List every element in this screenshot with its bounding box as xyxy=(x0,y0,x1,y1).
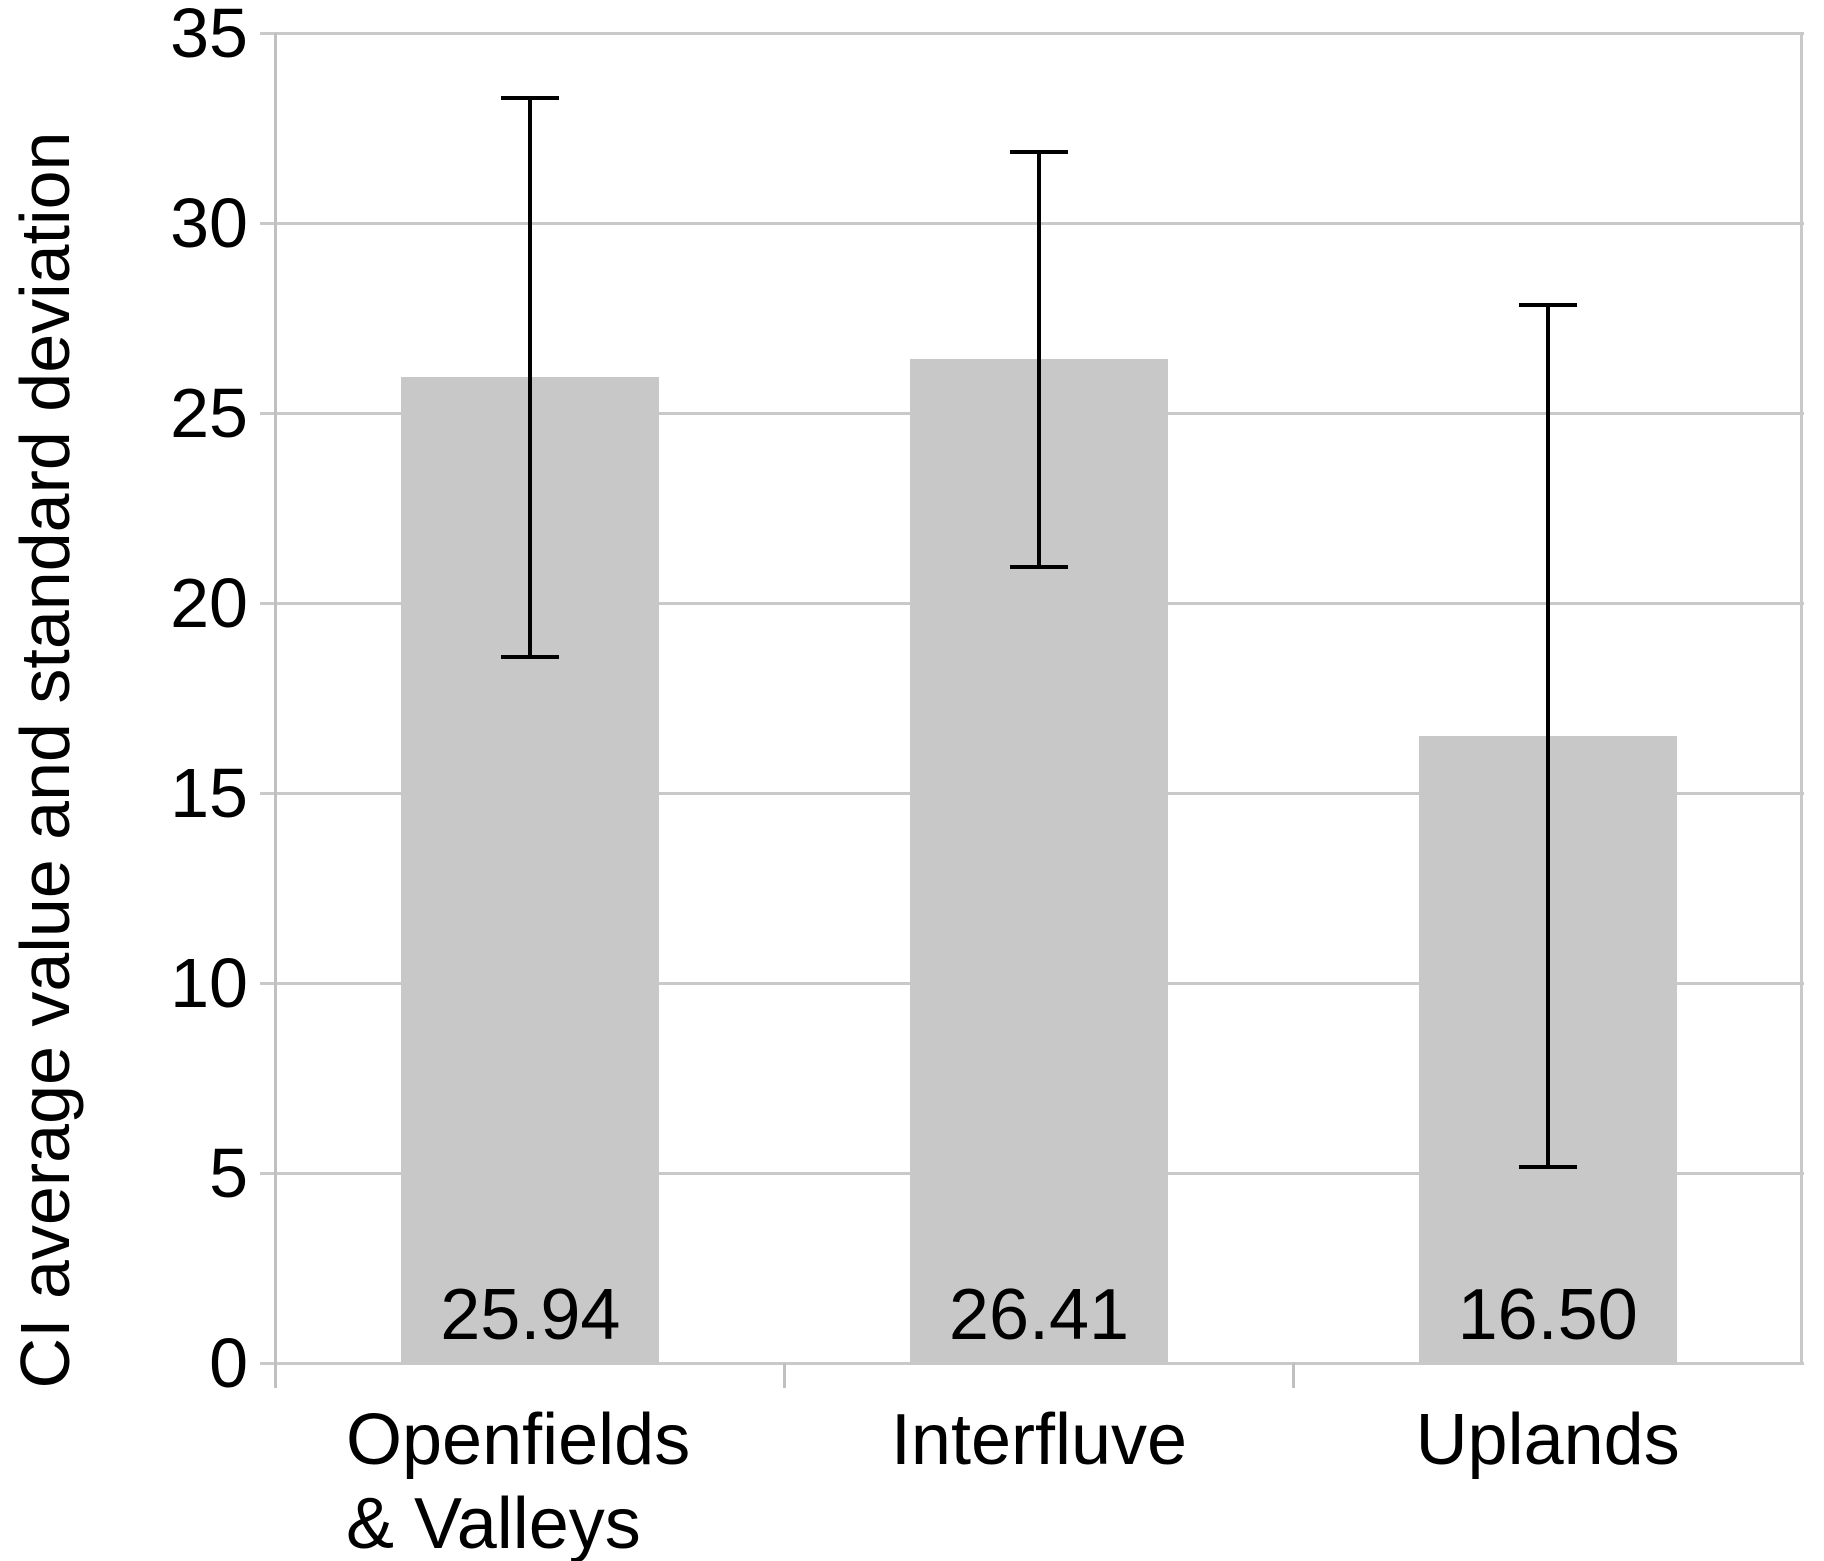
error-bar-cap-top-0 xyxy=(501,95,560,100)
x-category-label-0-line-0: Openfields xyxy=(346,1400,691,1480)
y-tick-label-30: 30 xyxy=(170,184,248,262)
y-tick-label-20: 20 xyxy=(170,564,248,642)
gridline-y-35 xyxy=(260,31,1804,35)
error-bar-cap-bottom-0 xyxy=(501,654,560,659)
x-axis-tick-2 xyxy=(1291,1363,1295,1388)
error-bar-cap-top-2 xyxy=(1518,303,1577,308)
y-tick-label-5: 5 xyxy=(209,1134,248,1212)
x-axis-tick-1 xyxy=(783,1363,787,1388)
plot-right-border xyxy=(1800,33,1803,1363)
error-bar-cap-bottom-2 xyxy=(1518,1164,1577,1169)
y-tick-label-10: 10 xyxy=(170,944,248,1022)
x-category-label-0-line-1: & Valleys xyxy=(346,1484,641,1561)
y-tick-label-25: 25 xyxy=(170,374,248,452)
x-category-label-2-line-0: Uplands xyxy=(1415,1400,1680,1480)
y-tick-label-35: 35 xyxy=(170,0,248,72)
gridline-y-0 xyxy=(260,1361,1804,1365)
error-bar-line-0 xyxy=(528,97,533,657)
bar-value-label-0: 25.94 xyxy=(440,1275,621,1355)
error-bar-cap-bottom-1 xyxy=(1010,564,1068,569)
error-bar-line-1 xyxy=(1037,152,1041,567)
y-tick-label-0: 0 xyxy=(209,1324,248,1402)
gridline-y-30 xyxy=(260,221,1804,225)
y-tick-label-15: 15 xyxy=(170,754,248,832)
bar-value-label-2: 16.50 xyxy=(1457,1275,1638,1355)
bar-value-label-1: 26.41 xyxy=(948,1275,1130,1355)
x-category-label-1-line-0: Interfluve xyxy=(890,1400,1188,1480)
error-bar-cap-top-1 xyxy=(1010,150,1068,155)
error-bar-line-2 xyxy=(1545,305,1550,1167)
y-axis-line xyxy=(274,33,277,1388)
